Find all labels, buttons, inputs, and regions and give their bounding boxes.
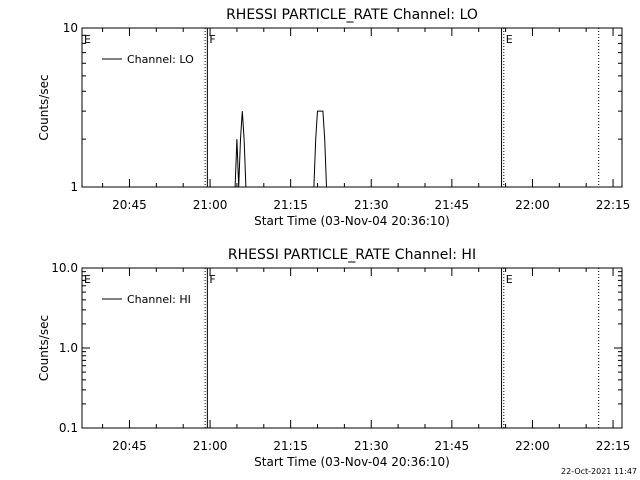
bottom-chart-title: RHESSI PARTICLE_RATE Channel: HI xyxy=(228,247,476,263)
bottom-y-tick-label: 1.0 xyxy=(59,341,78,355)
top-y-axis-label: Counts/sec xyxy=(37,74,51,140)
top-flag-label: F xyxy=(209,33,215,46)
bottom-flag-label: F xyxy=(209,273,215,286)
bottom-y-axis-label: Counts/sec xyxy=(37,315,51,381)
top-y-tick-label: 10 xyxy=(63,21,78,35)
top-x-axis-label: Start Time (03-Nov-04 20:36:10) xyxy=(254,214,450,228)
bottom-x-tick-label: 21:15 xyxy=(273,439,308,453)
bottom-x-tick-label: 22:00 xyxy=(515,439,550,453)
bottom-flag-label: E xyxy=(84,273,91,286)
top-flag-label: E xyxy=(506,33,513,46)
timestamp: 22-Oct-2021 11:47 xyxy=(561,467,637,476)
top-x-tick-label: 21:30 xyxy=(354,198,389,212)
top-y-tick-label: 1 xyxy=(70,180,78,194)
top-x-tick-label: 21:15 xyxy=(273,198,308,212)
top-chart-title: RHESSI PARTICLE_RATE Channel: LO xyxy=(226,7,478,23)
top-x-tick-label: 22:00 xyxy=(515,198,550,212)
top-flag-label: E xyxy=(84,33,91,46)
bottom-y-tick-label: 0.1 xyxy=(59,421,78,435)
bottom-x-tick-label: 21:45 xyxy=(435,439,470,453)
top-series-line xyxy=(234,110,327,188)
bottom-x-tick-label: 22:15 xyxy=(596,439,631,453)
top-x-tick-label: 21:00 xyxy=(193,198,228,212)
top-legend-label: Channel: LO xyxy=(127,53,194,66)
bottom-legend-label: Channel: HI xyxy=(127,293,191,306)
top-axes-frame xyxy=(81,27,623,188)
bottom-y-tick-label: 10.0 xyxy=(51,261,78,275)
top-x-tick-label: 20:45 xyxy=(112,198,147,212)
bottom-x-tick-label: 21:00 xyxy=(193,439,228,453)
top-x-tick-label: 21:45 xyxy=(435,198,470,212)
bottom-x-axis-label: Start Time (03-Nov-04 20:36:10) xyxy=(254,455,450,469)
top-x-tick-label: 22:15 xyxy=(596,198,631,212)
bottom-x-tick-label: 20:45 xyxy=(112,439,147,453)
bottom-x-tick-label: 21:30 xyxy=(354,439,389,453)
bottom-flag-label: E xyxy=(506,273,513,286)
